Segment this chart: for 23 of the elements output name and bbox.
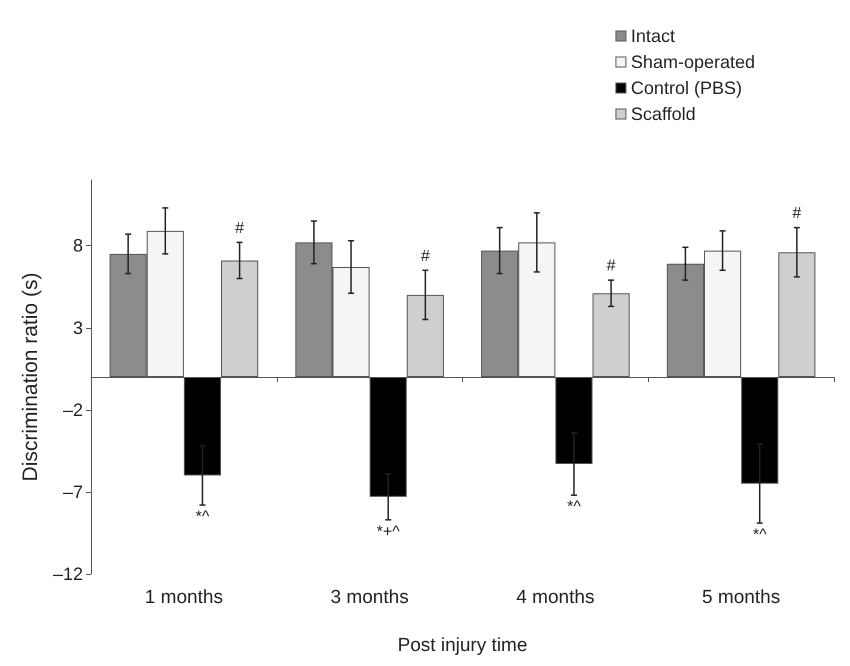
data-label: *^ bbox=[196, 508, 210, 526]
y-axis-title: Discrimination ratio (s) bbox=[19, 272, 42, 482]
y-tick-label: –2 bbox=[62, 400, 83, 420]
legend-label: Control (PBS) bbox=[630, 78, 742, 98]
data-label: *^ bbox=[567, 498, 582, 516]
y-tick-label: –7 bbox=[62, 482, 83, 502]
legend-label: Sham-operated bbox=[630, 52, 756, 72]
y-tick-label: –12 bbox=[52, 564, 83, 584]
x-tick-label: 1 months bbox=[144, 587, 223, 608]
y-tick-label: 3 bbox=[72, 318, 83, 338]
data-label: # bbox=[606, 258, 616, 275]
x-tick-label: 5 months bbox=[702, 587, 780, 608]
legend-label: Scaffold bbox=[630, 104, 696, 124]
x-tick-label: 3 months bbox=[330, 587, 409, 608]
y-tick-label: 8 bbox=[72, 236, 83, 256]
data-label: # bbox=[420, 248, 430, 265]
legend-label: Intact bbox=[630, 26, 675, 46]
data-label: *+^ bbox=[376, 523, 400, 540]
data-label: # bbox=[235, 220, 244, 237]
data-label: *^ bbox=[752, 526, 768, 544]
data-label: # bbox=[792, 205, 802, 222]
x-tick-label: 4 months bbox=[516, 587, 594, 608]
x-axis-title: Post injury time bbox=[398, 635, 528, 656]
